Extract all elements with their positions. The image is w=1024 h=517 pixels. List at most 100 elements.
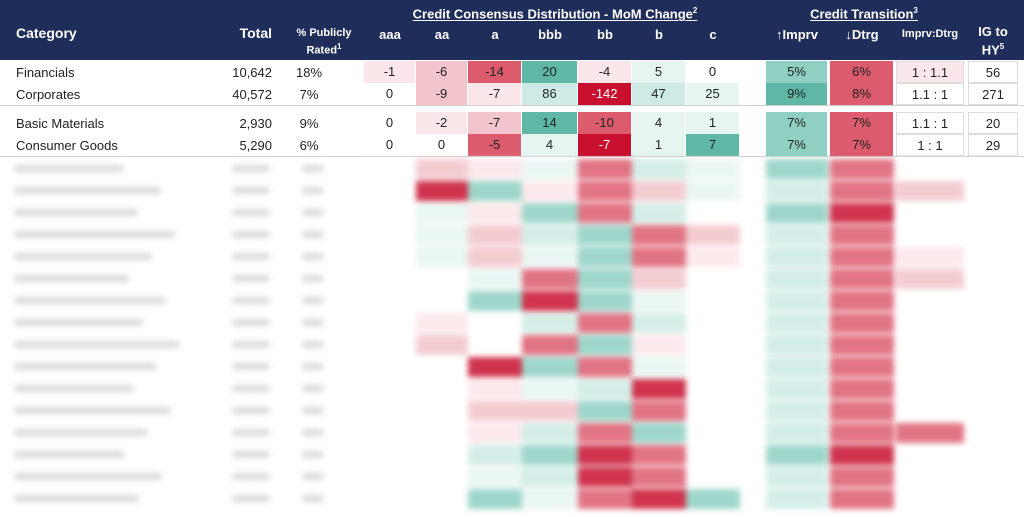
blurred-cell bbox=[364, 335, 416, 355]
dist-cell-a: -7 bbox=[468, 83, 522, 105]
blurred-cell bbox=[364, 291, 416, 311]
blurred-cell bbox=[686, 423, 740, 443]
row-category: Corporates bbox=[16, 87, 81, 102]
blurred-cell bbox=[578, 357, 632, 377]
blurred-cell bbox=[632, 379, 686, 399]
blurred-cell bbox=[968, 445, 1018, 465]
blurred-cell bbox=[766, 335, 828, 355]
blurred-cell bbox=[364, 401, 416, 421]
blurred-cell bbox=[364, 225, 416, 245]
blurred-cell bbox=[830, 357, 894, 377]
blurred-cell bbox=[686, 401, 740, 421]
dist-cell-b: 5 bbox=[632, 61, 686, 83]
blurred-cell bbox=[896, 423, 964, 443]
blurred-cell bbox=[766, 357, 828, 377]
blurred-cell bbox=[364, 269, 416, 289]
blurred-cell bbox=[686, 181, 740, 201]
blurred-cell bbox=[522, 159, 578, 179]
blurred-text bbox=[14, 429, 148, 436]
blurred-cell bbox=[968, 181, 1018, 201]
blurred-text bbox=[14, 187, 161, 194]
blurred-cell bbox=[364, 467, 416, 487]
blurred-cell bbox=[766, 203, 828, 223]
blurred-text bbox=[302, 473, 324, 480]
blurred-cell bbox=[578, 401, 632, 421]
blurred-cell bbox=[468, 379, 522, 399]
group-title-transition-sup: 3 bbox=[913, 6, 918, 15]
blurred-cell bbox=[686, 159, 740, 179]
blurred-cell bbox=[896, 291, 964, 311]
blurred-cell bbox=[416, 291, 468, 311]
blurred-text bbox=[232, 385, 270, 392]
blurred-cell bbox=[522, 423, 578, 443]
header-ig-hy-label: IG to HY bbox=[978, 24, 1008, 58]
blurred-cell bbox=[416, 423, 468, 443]
blurred-text bbox=[232, 473, 270, 480]
blurred-text bbox=[302, 407, 324, 414]
blurred-text bbox=[302, 297, 324, 304]
blurred-text bbox=[302, 165, 324, 172]
dtrg-cell: 7% bbox=[830, 112, 894, 134]
blurred-cell bbox=[968, 225, 1018, 245]
blurred-cell bbox=[416, 445, 468, 465]
blurred-cell bbox=[830, 335, 894, 355]
blurred-cell bbox=[896, 489, 964, 509]
blurred-cell bbox=[968, 489, 1018, 509]
blurred-cell bbox=[522, 269, 578, 289]
blurred-cell bbox=[364, 489, 416, 509]
blurred-text bbox=[14, 319, 143, 326]
blurred-cell bbox=[416, 181, 468, 201]
blurred-cell bbox=[468, 269, 522, 289]
blurred-cell bbox=[522, 467, 578, 487]
dist-cell-aa: 0 bbox=[416, 134, 468, 156]
blurred-cell bbox=[632, 467, 686, 487]
blurred-cell bbox=[468, 489, 522, 509]
blurred-cell bbox=[632, 357, 686, 377]
blurred-cell bbox=[632, 291, 686, 311]
imprv-cell: 9% bbox=[766, 83, 828, 105]
blurred-cell bbox=[578, 181, 632, 201]
blurred-text bbox=[232, 165, 270, 172]
dist-cell-c: 25 bbox=[686, 83, 740, 105]
blurred-row bbox=[0, 399, 1024, 421]
blurred-cell bbox=[968, 357, 1018, 377]
row-pct-rated: 18% bbox=[295, 65, 323, 80]
dist-cell-aaa: 0 bbox=[364, 112, 416, 134]
blurred-text bbox=[302, 209, 324, 216]
blurred-cell bbox=[896, 467, 964, 487]
dist-cell-a: -5 bbox=[468, 134, 522, 156]
dist-cell-bb: -10 bbox=[578, 112, 632, 134]
dist-cell-bbb: 4 bbox=[522, 134, 578, 156]
blurred-text bbox=[232, 341, 270, 348]
ratio-cell: 1.1 : 1 bbox=[896, 83, 964, 105]
blurred-row bbox=[0, 443, 1024, 465]
blurred-cell bbox=[686, 269, 740, 289]
blurred-cell bbox=[578, 159, 632, 179]
blurred-text bbox=[232, 451, 270, 458]
blurred-cell bbox=[968, 313, 1018, 333]
blurred-cell bbox=[766, 401, 828, 421]
blurred-cell bbox=[896, 203, 964, 223]
blurred-cell bbox=[468, 225, 522, 245]
blurred-row bbox=[0, 267, 1024, 289]
dist-cell-c: 7 bbox=[686, 134, 740, 156]
blurred-cell bbox=[416, 159, 468, 179]
blurred-cell bbox=[632, 445, 686, 465]
ratio-cell: 1 : 1 bbox=[896, 134, 964, 156]
blurred-cell bbox=[896, 225, 964, 245]
blurred-cell bbox=[364, 159, 416, 179]
blurred-row bbox=[0, 355, 1024, 377]
row-separator bbox=[0, 156, 1024, 157]
blurred-cell bbox=[686, 313, 740, 333]
header-col-b: b bbox=[655, 27, 663, 42]
blurred-cell bbox=[686, 445, 740, 465]
blurred-cell bbox=[766, 313, 828, 333]
blurred-row bbox=[0, 289, 1024, 311]
blurred-cell bbox=[416, 489, 468, 509]
blurred-cell bbox=[522, 445, 578, 465]
dist-cell-a: -14 bbox=[468, 61, 522, 83]
blurred-cell bbox=[830, 379, 894, 399]
blurred-cell bbox=[416, 203, 468, 223]
dist-cell-aa: -9 bbox=[416, 83, 468, 105]
blurred-cell bbox=[766, 247, 828, 267]
